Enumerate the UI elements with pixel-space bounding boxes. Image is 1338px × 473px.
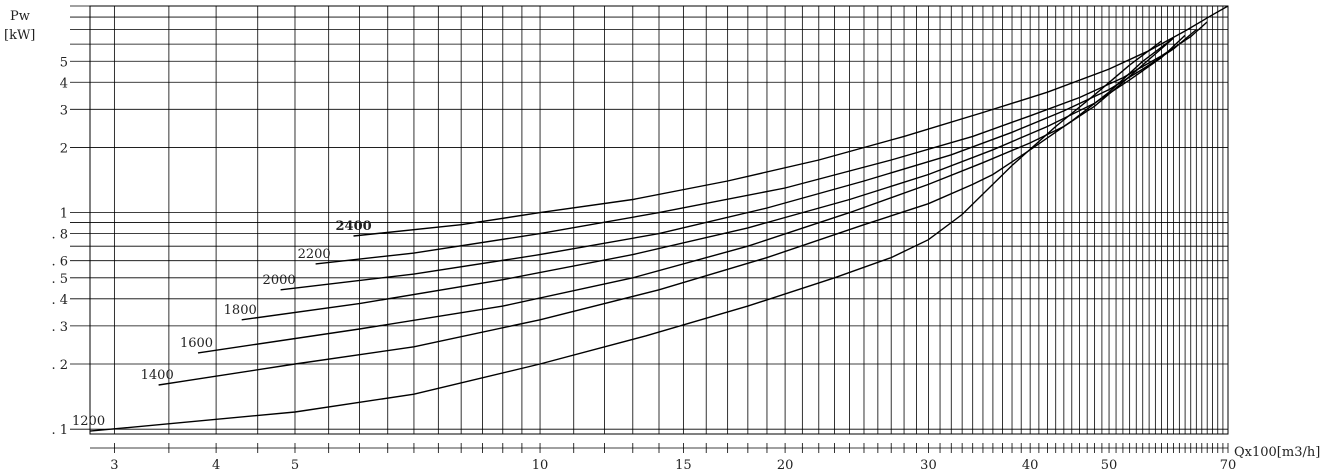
series-line-2000 [280, 29, 1197, 291]
x-tick-label: 5 [291, 458, 299, 473]
x-tick-label: 40 [1022, 458, 1039, 473]
y-tick-label: . 8 [51, 228, 68, 243]
series-label-1800: 1800 [224, 303, 257, 318]
y-tick-label: . 3 [51, 320, 68, 335]
x-tick-label: 20 [777, 458, 794, 473]
y-tick-label: . 2 [51, 358, 68, 373]
x-tick-label: 70 [1220, 458, 1237, 473]
y-tick-label: 3 [60, 103, 68, 118]
axis-labels: Pw [kW] Qx100[m3/h] [4, 9, 1320, 460]
series-label-2400: 2400 [336, 219, 372, 234]
series-line-1200 [89, 40, 1162, 432]
series-line-1600 [197, 37, 1174, 354]
y-tick-label: 2 [60, 141, 68, 156]
tick-labels: 3 4 5 10 15 20 30 40 50 70. 1. 2. 3. 4. 5. 6. 812… [51, 55, 1236, 473]
series-label-2000: 2000 [263, 273, 296, 288]
x-tick-label: 50 [1101, 458, 1118, 473]
series-label-2200: 2200 [298, 247, 331, 262]
series-line-1800 [241, 34, 1186, 321]
x-tick-label: 30 [920, 458, 937, 473]
x-tick-label: 3 [110, 458, 118, 473]
x-tick-label: 15 [675, 458, 692, 473]
y-tick-label: . 6 [51, 255, 68, 270]
series-line-2400 [353, 5, 1229, 237]
series-label-1400: 1400 [141, 368, 174, 383]
y-tick-label: 1 [60, 207, 68, 222]
y-tick-label: 4 [60, 76, 68, 91]
y-axis-label-line1: Pw [10, 9, 30, 24]
series-label-1600: 1600 [180, 336, 213, 351]
series-line-2200 [315, 21, 1208, 265]
grid [70, 5, 1229, 453]
y-tick-label: 5 [60, 55, 68, 70]
series-label-1200: 1200 [72, 414, 105, 429]
y-tick-label: . 4 [51, 293, 68, 308]
x-axis-label: Qx100[m3/h] [1234, 445, 1320, 460]
x-tick-label: 4 [212, 458, 220, 473]
plot-frame [89, 5, 1229, 435]
x-tick-label: 10 [532, 458, 549, 473]
y-tick-label: . 5 [51, 272, 68, 287]
y-axis-label-line2: [kW] [4, 28, 35, 43]
y-tick-label: . 1 [51, 423, 68, 438]
